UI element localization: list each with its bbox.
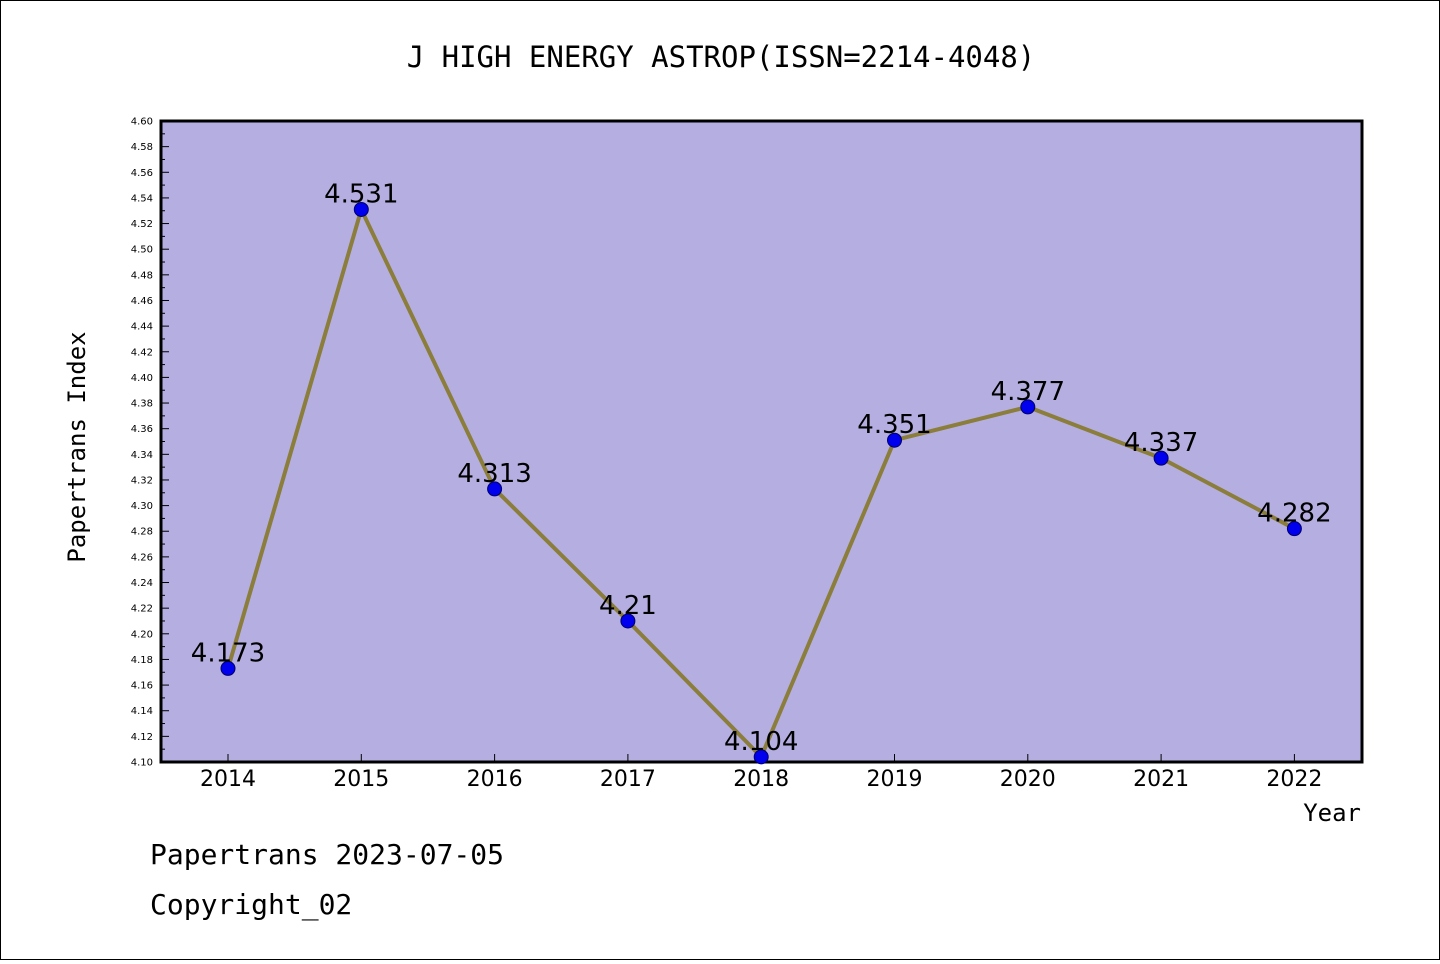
plot-area: [159, 119, 1364, 764]
data-point: [487, 481, 503, 497]
series-group: [220, 201, 1302, 765]
y-tick-label: 4.30: [131, 501, 153, 512]
data-label: 4.377: [991, 377, 1065, 407]
y-tick-label: 4.28: [131, 527, 153, 538]
data-point: [353, 201, 369, 217]
x-tick-label: 2019: [867, 767, 923, 792]
y-tick-label: 4.60: [131, 117, 153, 128]
data-label: 4.313: [457, 459, 531, 489]
y-tick-label: 4.10: [131, 758, 153, 769]
y-tick-label: 4.38: [131, 399, 153, 410]
x-tick-label: 2021: [1133, 767, 1189, 792]
data-label: 4.282: [1257, 499, 1331, 529]
data-point: [753, 749, 769, 765]
y-tick-label: 4.54: [131, 193, 153, 204]
data-label: 4.21: [599, 591, 657, 621]
x-tick-label: 2016: [467, 767, 523, 792]
x-axis-label: Year: [1303, 799, 1361, 827]
y-tick-label: 4.18: [131, 655, 153, 666]
y-tick-label: 4.20: [131, 629, 153, 640]
data-label: 4.104: [724, 727, 798, 757]
y-tick-label: 4.48: [131, 270, 153, 281]
y-tick-label: 4.32: [131, 475, 153, 486]
y-axis: 4.10 4.12 4.14 4.16 4.18 4.20 4.22 4.24 4.26 4.28…: [131, 117, 169, 769]
chart-title: J HIGH ENERGY ASTROP(ISSN=2214-4048): [407, 40, 1036, 74]
y-tick-label: 4.22: [131, 604, 153, 615]
y-tick-label: 4.40: [131, 373, 153, 384]
y-tick-label: 4.58: [131, 142, 153, 153]
footer-date: Papertrans 2023-07-05: [150, 838, 504, 871]
y-tick-label: 4.36: [131, 424, 153, 435]
y-tick-label: 4.52: [131, 219, 153, 230]
data-point: [220, 660, 236, 676]
y-tick-label: 4.12: [131, 732, 153, 743]
y-tick-label: 4.34: [131, 450, 153, 461]
footer-copyright: Copyright_02: [150, 888, 352, 922]
y-tick-label: 4.26: [131, 552, 153, 563]
y-tick-label: 4.46: [131, 296, 153, 307]
y-axis-label: Papertrans Index: [63, 331, 91, 562]
data-label: 4.351: [857, 410, 931, 440]
data-label: 4.531: [324, 179, 398, 209]
data-point: [1020, 399, 1036, 415]
x-tick-label: 2017: [600, 767, 656, 792]
y-tick-label: 4.24: [131, 578, 153, 589]
x-tick-label: 2020: [1000, 767, 1056, 792]
y-tick-label: 4.56: [131, 168, 153, 179]
data-label: 4.173: [191, 638, 265, 668]
x-tick-label: 2018: [733, 767, 789, 792]
x-axis: 2014 2015 2016 2017 2018 2019 2020 2021 2022: [200, 754, 1322, 792]
data-point: [1286, 521, 1302, 537]
data-label: 4.337: [1124, 428, 1198, 458]
y-tick-label: 4.50: [131, 245, 153, 256]
y-tick-label: 4.44: [131, 322, 153, 333]
data-labels: 4.173 4.531 4.313 4.21 4.104 4.351 4.377 4.337 4…: [191, 179, 1332, 756]
x-tick-label: 2014: [200, 767, 256, 792]
data-point: [1153, 450, 1169, 466]
y-tick-label: 4.42: [131, 347, 153, 358]
y-tick-label: 4.16: [131, 681, 153, 692]
data-point: [620, 613, 636, 629]
y-tick-label: 4.14: [131, 706, 153, 717]
x-tick-label: 2022: [1266, 767, 1322, 792]
x-tick-label: 2015: [333, 767, 389, 792]
data-point: [887, 432, 902, 448]
